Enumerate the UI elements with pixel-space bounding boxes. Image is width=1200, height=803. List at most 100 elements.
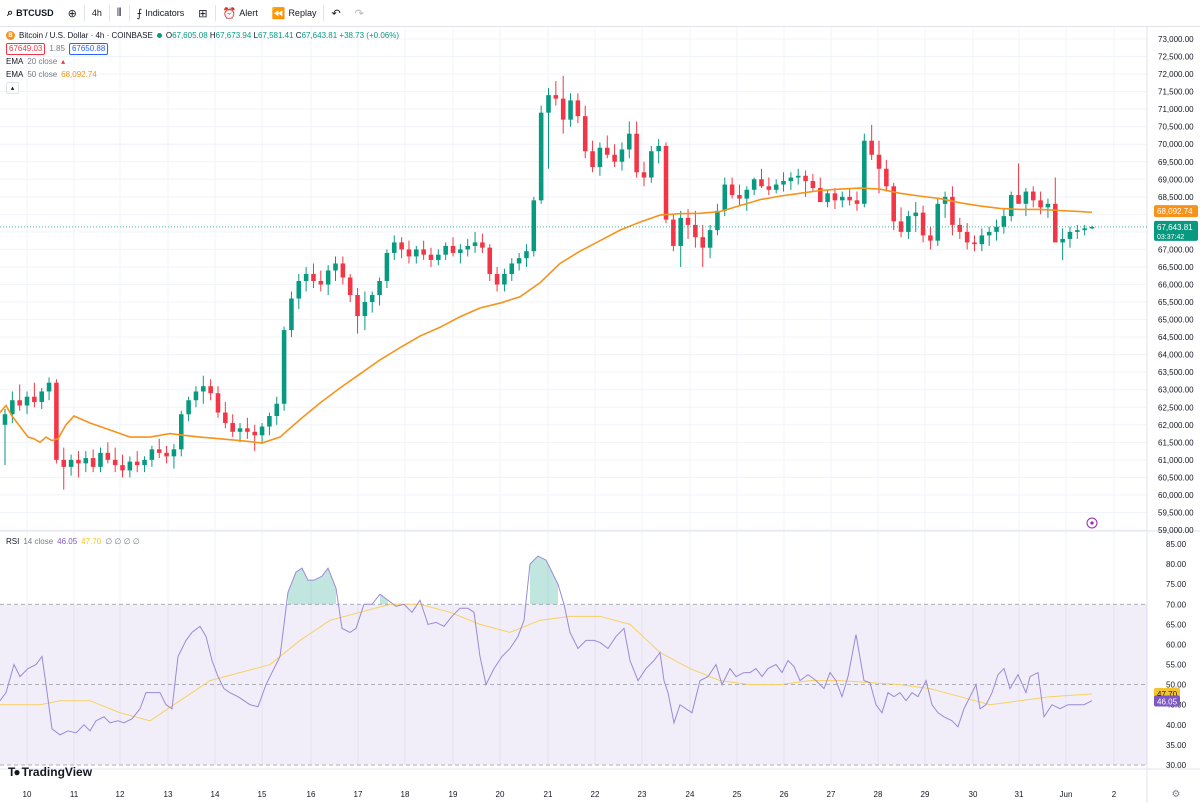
candles xyxy=(2,75,1095,490)
candle xyxy=(252,424,257,452)
candle xyxy=(61,447,67,490)
candle-body xyxy=(656,145,661,152)
candle xyxy=(1023,188,1029,217)
ema50-legend[interactable]: EMA 50 close 68,092.74 xyxy=(6,68,399,81)
candle-body xyxy=(560,98,566,120)
candle xyxy=(546,88,551,169)
ema50-line xyxy=(0,187,1093,444)
candle-body xyxy=(68,459,74,467)
interval-button[interactable]: 4h xyxy=(85,0,109,26)
candle-body xyxy=(766,186,772,190)
candle xyxy=(105,442,111,464)
ema20-legend[interactable]: EMA 20 close ▴ xyxy=(6,55,399,68)
last-price-tag xyxy=(1154,220,1198,241)
candle-body xyxy=(472,242,478,246)
grid-icon: ⊞ xyxy=(198,7,208,20)
templates-button[interactable]: ⊞ xyxy=(191,0,214,26)
candle xyxy=(531,196,537,257)
candle-body xyxy=(76,459,81,464)
candle-body xyxy=(436,254,441,260)
toolbar-divider xyxy=(128,5,130,21)
candle-body xyxy=(480,242,485,248)
candle-body xyxy=(1038,200,1043,208)
candle xyxy=(788,172,794,190)
candle-body xyxy=(1045,203,1051,208)
candle xyxy=(164,445,169,464)
rsi-tick-label: 75.00 xyxy=(1166,580,1187,589)
candle xyxy=(24,391,30,415)
tradingview-logo[interactable]: T● TradingView xyxy=(8,765,92,779)
candle-body xyxy=(773,184,779,190)
price-tick-label: 65,000.00 xyxy=(1158,316,1194,325)
rsi-tick-label: 35.00 xyxy=(1166,741,1187,750)
candle-body xyxy=(259,426,265,436)
candle xyxy=(362,291,368,331)
tradingview-mark-icon: T● xyxy=(8,765,21,779)
rsi-axis: 85.00 80.00 75.00 70.00 65.00 60.00 55.00 50.00… xyxy=(1166,540,1187,770)
rsi-ma-value: 47.70 xyxy=(81,537,102,546)
candle-body xyxy=(17,400,22,406)
price-tick-label: 71,500.00 xyxy=(1158,88,1194,97)
candle xyxy=(68,454,74,476)
candle-body xyxy=(120,465,125,471)
indicators-label: Indicators xyxy=(145,8,185,18)
candle-body xyxy=(950,196,955,225)
candle-body xyxy=(127,461,133,471)
candle xyxy=(494,266,500,292)
candle-body xyxy=(494,273,500,285)
candle-body xyxy=(619,149,625,162)
price-tick-label: 69,500.00 xyxy=(1158,158,1194,167)
candle-body xyxy=(898,221,904,232)
undo-button[interactable]: ↶ xyxy=(324,0,347,26)
candle xyxy=(663,142,669,224)
candle xyxy=(935,198,941,246)
symbol-search-button[interactable]: ⌕ BTCUSD xyxy=(0,0,61,26)
candle xyxy=(1089,225,1095,230)
redo-button[interactable]: ↷ xyxy=(348,0,371,26)
rsi-tick-label: 50.00 xyxy=(1166,681,1187,690)
buy-price-button[interactable]: 67650.88 xyxy=(68,42,109,55)
candle xyxy=(884,159,889,192)
candle xyxy=(384,249,390,289)
time-tick-label: 20 xyxy=(496,790,505,799)
rsi-name: RSI xyxy=(6,537,20,546)
rsi-legend[interactable]: RSI 14 close 46.05 47.70 ∅ ∅ ∅ ∅ xyxy=(6,535,140,548)
price-tick-label: 71,000.00 xyxy=(1158,105,1194,114)
rsi-tick-label: 55.00 xyxy=(1166,661,1187,670)
candle xyxy=(311,263,316,289)
candle-body xyxy=(186,400,191,415)
candle xyxy=(443,242,448,260)
candles-icon: ⫴ xyxy=(116,6,122,19)
legend-title: Bitcoin / U.S. Dollar · 4h · COINBASE xyxy=(19,31,153,40)
collapse-legend-button[interactable]: ▴ xyxy=(6,81,19,94)
replay-button[interactable]: ⏪ Replay xyxy=(265,0,324,26)
candle xyxy=(142,456,147,473)
candle-body xyxy=(274,403,280,417)
indicators-button[interactable]: ⨍ Indicators xyxy=(130,0,192,26)
candle xyxy=(223,401,228,429)
candle-body xyxy=(414,249,419,257)
alert-button[interactable]: ⏰ Alert xyxy=(216,0,265,26)
candle xyxy=(325,265,331,296)
candle xyxy=(590,140,595,173)
last-price-label: 67,643.81 xyxy=(1157,223,1193,232)
candle-body xyxy=(2,414,8,425)
compare-symbol-button[interactable]: ⊕ xyxy=(61,0,84,26)
candle xyxy=(700,224,706,267)
chart-type-button[interactable]: ⫴ xyxy=(110,0,129,26)
chart-canvas[interactable]: 59,000.00 59,500.00 60,000.00 60,500.00 61,0… xyxy=(0,27,1200,803)
candle-body xyxy=(178,414,184,450)
candle-body xyxy=(810,181,816,189)
candle xyxy=(825,189,830,208)
candle xyxy=(891,182,896,231)
candle xyxy=(1045,198,1051,218)
candle xyxy=(289,291,294,338)
candle-body xyxy=(906,216,911,232)
candle xyxy=(1067,226,1073,248)
toolbar-divider xyxy=(214,5,216,21)
candle-body xyxy=(840,196,845,201)
sell-price-button[interactable]: 67649.03 xyxy=(6,42,46,55)
price-axis: 59,000.00 59,500.00 60,000.00 60,500.00 61,0… xyxy=(1158,35,1194,535)
candle xyxy=(986,226,992,246)
candle-body xyxy=(399,242,404,250)
